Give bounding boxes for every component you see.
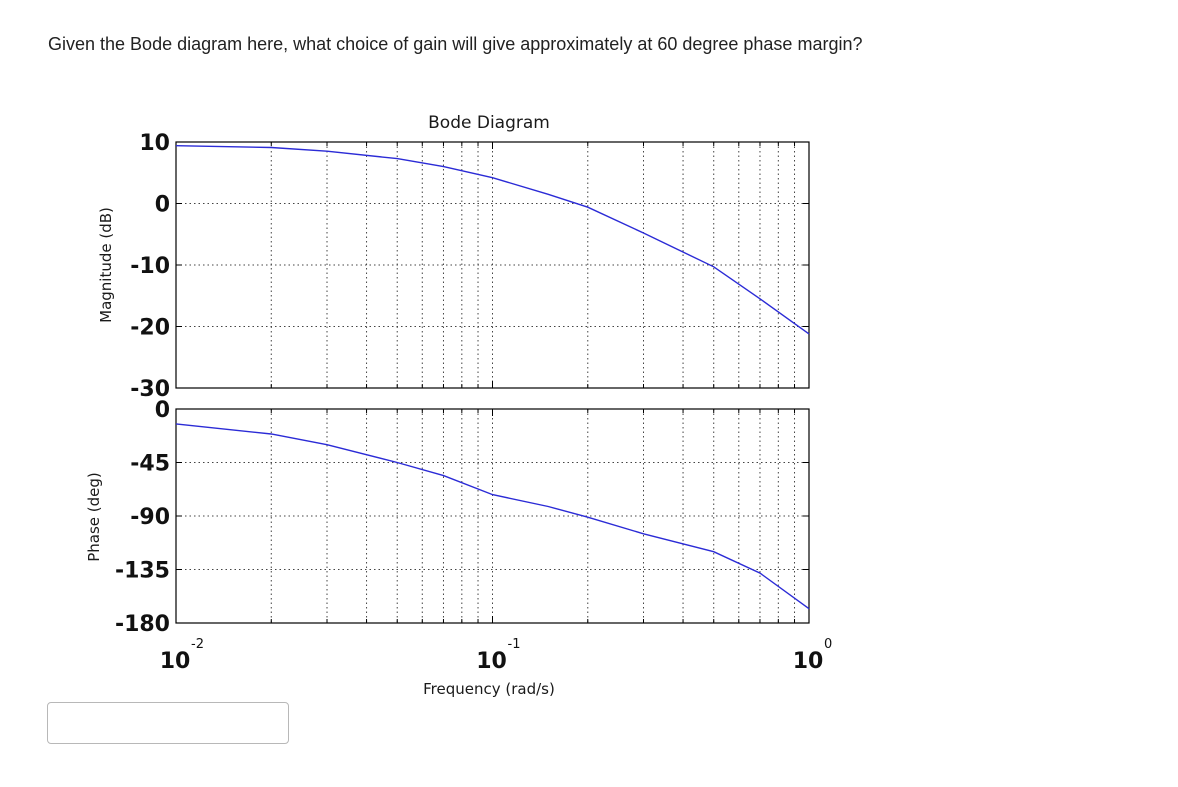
phase-y-tick-label: -135 xyxy=(115,559,170,584)
phase-y-axis-label: Phase (deg) xyxy=(85,472,103,562)
x-tick-exponent: -2 xyxy=(191,637,204,652)
magnitude-y-tick-label: -30 xyxy=(130,377,170,402)
phase-y-tick-label: 0 xyxy=(155,398,170,423)
x-tick-label: 10 xyxy=(160,649,191,674)
x-tick-exponent: -1 xyxy=(508,637,521,652)
chart-title: Bode Diagram xyxy=(428,113,550,133)
answer-input[interactable] xyxy=(47,702,289,744)
phase-panel: 0 -45 -90 -135 -180 xyxy=(115,398,810,637)
phase-y-tick-label: -90 xyxy=(130,505,170,530)
magnitude-y-axis-label: Magnitude (dB) xyxy=(97,207,115,323)
phase-y-tick-label: -180 xyxy=(115,612,170,637)
magnitude-y-tick-label: 0 xyxy=(155,193,170,218)
x-tick-label: 10 xyxy=(476,649,507,674)
question-text: Given the Bode diagram here, what choice… xyxy=(48,34,863,54)
magnitude-y-tick-label: 10 xyxy=(139,131,170,156)
magnitude-y-tick-label: -10 xyxy=(130,254,170,279)
magnitude-y-tick-label: -20 xyxy=(130,316,170,341)
x-tick-label: 10 xyxy=(793,649,824,674)
x-tick-exponent: 0 xyxy=(824,637,832,652)
phase-y-tick-label: -45 xyxy=(130,452,170,477)
magnitude-curve xyxy=(175,145,810,335)
x-axis-label: Frequency (rad/s) xyxy=(423,680,555,698)
magnitude-panel: 10 0 -10 -20 -30 xyxy=(130,131,810,402)
phase-curve xyxy=(175,423,810,610)
